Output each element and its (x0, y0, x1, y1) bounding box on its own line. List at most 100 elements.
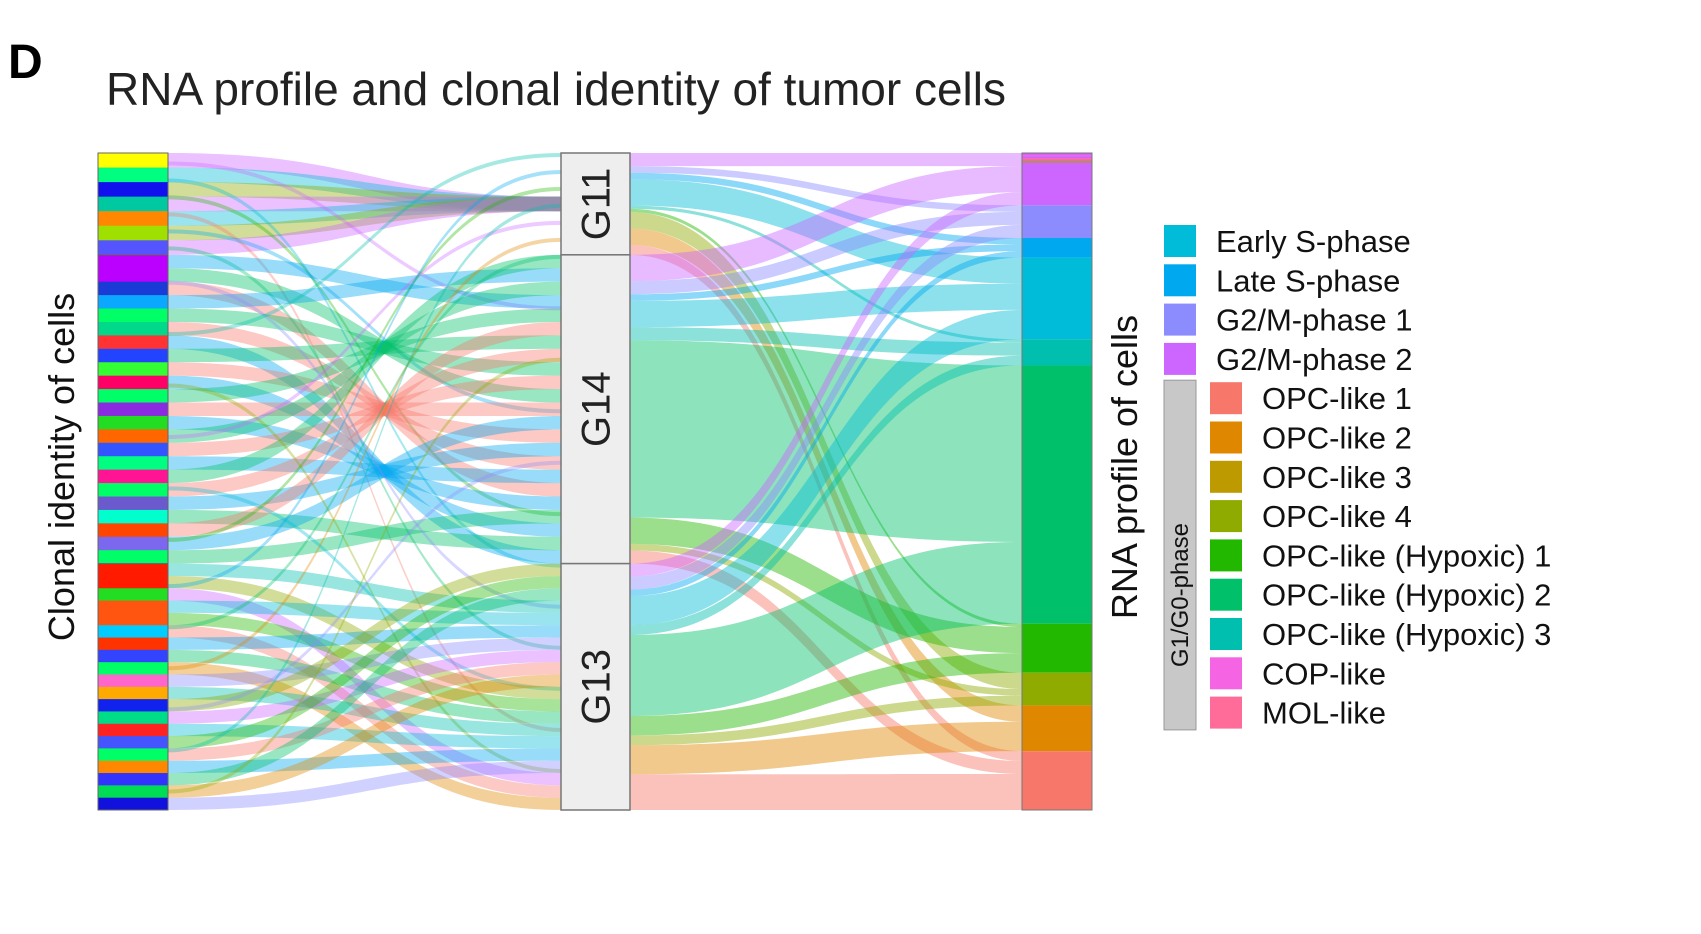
clone-segment (98, 797, 168, 811)
clone-flow (168, 196, 561, 226)
legend-swatch-opc-like-3 (1210, 460, 1242, 493)
clone-flow (168, 723, 561, 749)
clone-flow (168, 625, 561, 650)
legend: Early S-phase Late S-phase G2/M-phase 1 G2/… (1163, 224, 1551, 731)
clone-flow (168, 748, 561, 774)
clone-flow (168, 674, 561, 798)
flow-g14-to-opc-like-1 (630, 550, 1022, 775)
clone-flow (168, 402, 561, 416)
clone-segment (98, 321, 168, 336)
clone-segment (98, 335, 168, 350)
chart-title: RNA profile and clonal identity of tumor… (106, 63, 1006, 115)
clone-segment (98, 686, 168, 700)
legend-label-g2-m-phase-2: G2/M-phase 2 (1216, 342, 1412, 377)
legend-label-opc-like-4: OPC-like 4 (1262, 499, 1412, 534)
state-segment-late-s-phase (1022, 237, 1092, 258)
legend-label-opc-like-1: OPC-like 1 (1262, 381, 1412, 416)
clone-flow (168, 348, 561, 497)
clone-cross-flow (168, 229, 561, 414)
clone-cross-flow (168, 203, 561, 753)
clone-flow (168, 662, 561, 810)
legend-label-opc-like-hypoxic-1: OPC-like (Hypoxic) 1 (1262, 538, 1551, 573)
flow-g13-to-opc-like-4 (630, 695, 1022, 746)
clone-segment (98, 563, 168, 577)
clone-segment (98, 362, 168, 377)
clone-flow (168, 281, 561, 443)
flow-g14-to-early-s-phase (630, 283, 1022, 328)
legend-bracket (1163, 379, 1197, 731)
clone-flow (168, 415, 561, 551)
clone-flow (168, 637, 561, 687)
flow-g11-to-opc-like-4 (630, 212, 1022, 690)
state-bar-outline (1021, 152, 1093, 811)
clone-segment (98, 612, 168, 626)
clone-flow (168, 153, 561, 212)
flow-g13-to-early-s-phase (630, 309, 1022, 626)
clone-cross-flow (168, 246, 561, 650)
flow-g13-to-opc-like-2 (630, 721, 1022, 775)
state-segment-opc-like-hypoxic-3 (1022, 339, 1092, 366)
clone-cross-flow (168, 169, 561, 589)
clone-flow (168, 335, 561, 564)
clone-segment (98, 550, 168, 565)
flow-g13-to-opc-like-hypoxic-2 (630, 541, 1022, 716)
clone-cross-flow (168, 212, 561, 732)
flow-g14-to-late-s-phase (630, 244, 1022, 301)
clone-flow (168, 254, 561, 484)
clone-segment (98, 625, 168, 639)
rna-profile-bar (1021, 152, 1093, 811)
group-label-g13: G13 (575, 649, 619, 725)
group-node-g14 (560, 254, 631, 565)
clone-flow (168, 196, 561, 255)
clone-flow (168, 686, 561, 737)
legend-swatch-opc-like-4 (1210, 500, 1242, 533)
clone-flow (168, 362, 561, 443)
clone-segment (98, 575, 168, 589)
clone-segment (98, 268, 168, 283)
clone-flow (168, 281, 561, 497)
state-segment-early-s-phase (1022, 257, 1092, 340)
clone-flow (168, 760, 561, 810)
flow-g14-to-opc-like-hypoxic-3 (630, 327, 1022, 356)
legend-swatch-g2-m-phase-1 (1164, 303, 1196, 336)
clone-segment (98, 773, 168, 786)
clone-flow (168, 254, 561, 309)
legend-swatch-late-s-phase (1164, 264, 1196, 297)
panel-letter: D (8, 36, 43, 89)
flow-g11-to-early-s-phase (630, 179, 1022, 284)
state-segment-g2-m-phase-2 (1022, 153, 1092, 206)
clone-flow (168, 649, 561, 724)
clone-segment (98, 736, 168, 749)
clone-segment (98, 167, 168, 183)
clone-flow (168, 588, 561, 786)
clone-segment (98, 182, 168, 198)
legend-label-cop-like: COP-like (1262, 656, 1386, 691)
state-thin-stripe (1022, 158, 1092, 160)
clone-flow (168, 268, 561, 403)
clone-flow (168, 563, 561, 712)
clone-segment (98, 637, 168, 651)
clone-segment (98, 723, 168, 737)
legend-label-late-s-phase: Late S-phase (1216, 263, 1400, 298)
legend-bracket-label: G1/G0-phase (1167, 523, 1194, 667)
legend-label-opc-like-3: OPC-like 3 (1262, 460, 1412, 495)
legend-swatch-opc-like-1 (1210, 382, 1242, 415)
clone-cross-flow (168, 161, 561, 311)
clone-segment (98, 442, 168, 457)
state-segment-g2-m-phase-1 (1022, 205, 1092, 238)
flow-g13-to-g2-m-phase-1 (630, 224, 1022, 590)
clone-cross-flow (168, 237, 561, 671)
flow-g14-to-g2-m-phase-1 (630, 211, 1022, 295)
clone-segment (98, 225, 168, 241)
flow-g13-to-g2-m-phase-2 (630, 192, 1022, 577)
flow-g11-to-opc-like-hypoxic-3 (630, 205, 1022, 343)
clone-segment (98, 240, 168, 256)
left-axis-label: Clonal identity of cells (41, 293, 82, 641)
clone-flow (168, 335, 561, 363)
clone-segment (98, 496, 168, 511)
clone-segment (98, 295, 168, 310)
clone-flow (168, 196, 561, 212)
state-segment-opc-like-hypoxic-1 (1022, 623, 1092, 673)
clone-segment (98, 748, 168, 762)
